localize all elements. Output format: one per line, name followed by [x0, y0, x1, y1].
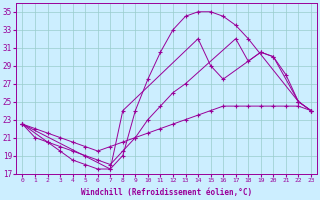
X-axis label: Windchill (Refroidissement éolien,°C): Windchill (Refroidissement éolien,°C)	[81, 188, 252, 197]
